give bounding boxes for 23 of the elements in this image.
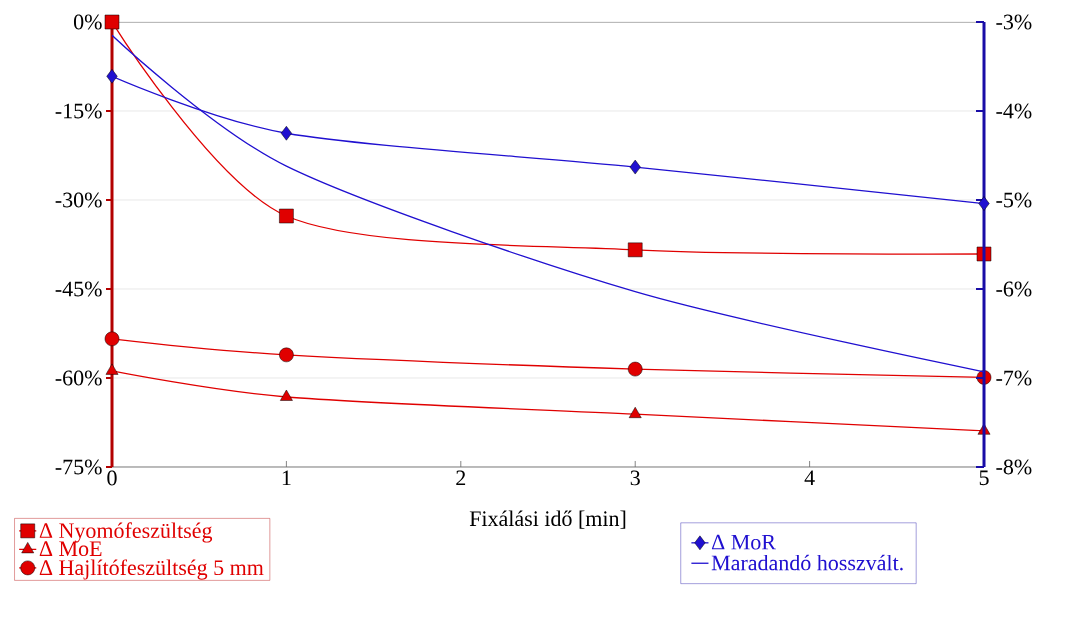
- legend-label: Δ MoE: [39, 541, 102, 557]
- x-tick-label: 0: [107, 470, 117, 486]
- x-tick-label: 5: [979, 470, 989, 486]
- x-tick-label: 4: [804, 470, 815, 486]
- y-tick-label: -60%: [55, 370, 102, 386]
- y2-tick-label: -7%: [996, 370, 1032, 386]
- y2-tick-label: -4%: [996, 103, 1032, 119]
- y-tick-label: -30%: [55, 192, 102, 208]
- y-tick-label: -15%: [55, 103, 102, 119]
- y2-tick-label: -8%: [996, 459, 1032, 475]
- x-tick-label: 3: [630, 470, 640, 486]
- y-tick-label: -45%: [55, 281, 102, 297]
- y2-tick-label: -5%: [996, 192, 1032, 208]
- legend-label: Δ MoR: [711, 534, 776, 550]
- legend-label: Δ Hajlítófeszültség 5 mm: [39, 559, 264, 580]
- x-axis-title: Fixálási idő [min]: [469, 510, 626, 529]
- y2-tick-label: -6%: [996, 281, 1032, 297]
- y-tick-label: -75%: [55, 459, 102, 475]
- legend-label: Maradandó hosszvált.: [711, 554, 903, 571]
- y-tick-label: 0%: [73, 14, 102, 30]
- y2-tick-label: -3%: [996, 14, 1032, 30]
- x-tick-label: 1: [282, 470, 291, 486]
- x-tick-label: 2: [456, 470, 466, 486]
